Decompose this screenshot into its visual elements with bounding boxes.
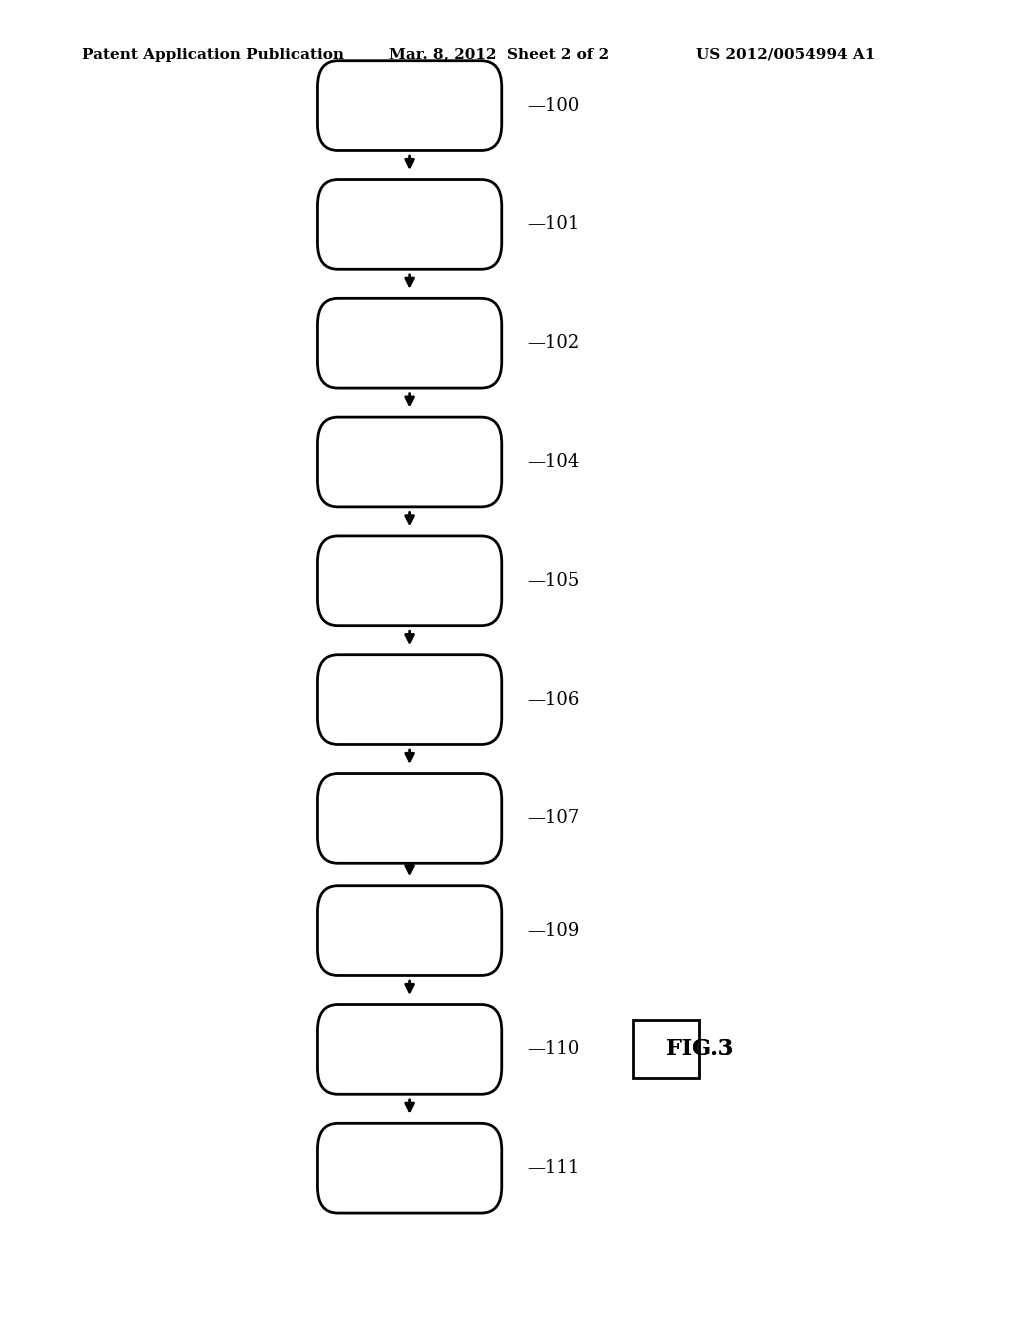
FancyBboxPatch shape (317, 655, 502, 744)
FancyBboxPatch shape (317, 886, 502, 975)
FancyBboxPatch shape (317, 298, 502, 388)
Text: —102: —102 (527, 334, 580, 352)
Text: —104: —104 (527, 453, 580, 471)
Text: —106: —106 (527, 690, 580, 709)
Text: Mar. 8, 2012  Sheet 2 of 2: Mar. 8, 2012 Sheet 2 of 2 (389, 48, 609, 62)
Text: —101: —101 (527, 215, 580, 234)
Text: —110: —110 (527, 1040, 580, 1059)
Text: —111: —111 (527, 1159, 580, 1177)
FancyBboxPatch shape (317, 180, 502, 269)
FancyBboxPatch shape (317, 1123, 502, 1213)
FancyBboxPatch shape (633, 1020, 699, 1078)
Text: FIG.3: FIG.3 (666, 1039, 733, 1060)
Text: —100: —100 (527, 96, 580, 115)
Text: —109: —109 (527, 921, 580, 940)
Text: —105: —105 (527, 572, 580, 590)
FancyBboxPatch shape (317, 774, 502, 863)
FancyBboxPatch shape (317, 536, 502, 626)
FancyBboxPatch shape (317, 61, 502, 150)
FancyBboxPatch shape (317, 1005, 502, 1094)
Text: US 2012/0054994 A1: US 2012/0054994 A1 (696, 48, 876, 62)
Text: FIG.3: FIG.3 (666, 1039, 733, 1060)
Text: Patent Application Publication: Patent Application Publication (82, 48, 344, 62)
Text: —107: —107 (527, 809, 580, 828)
FancyBboxPatch shape (317, 417, 502, 507)
